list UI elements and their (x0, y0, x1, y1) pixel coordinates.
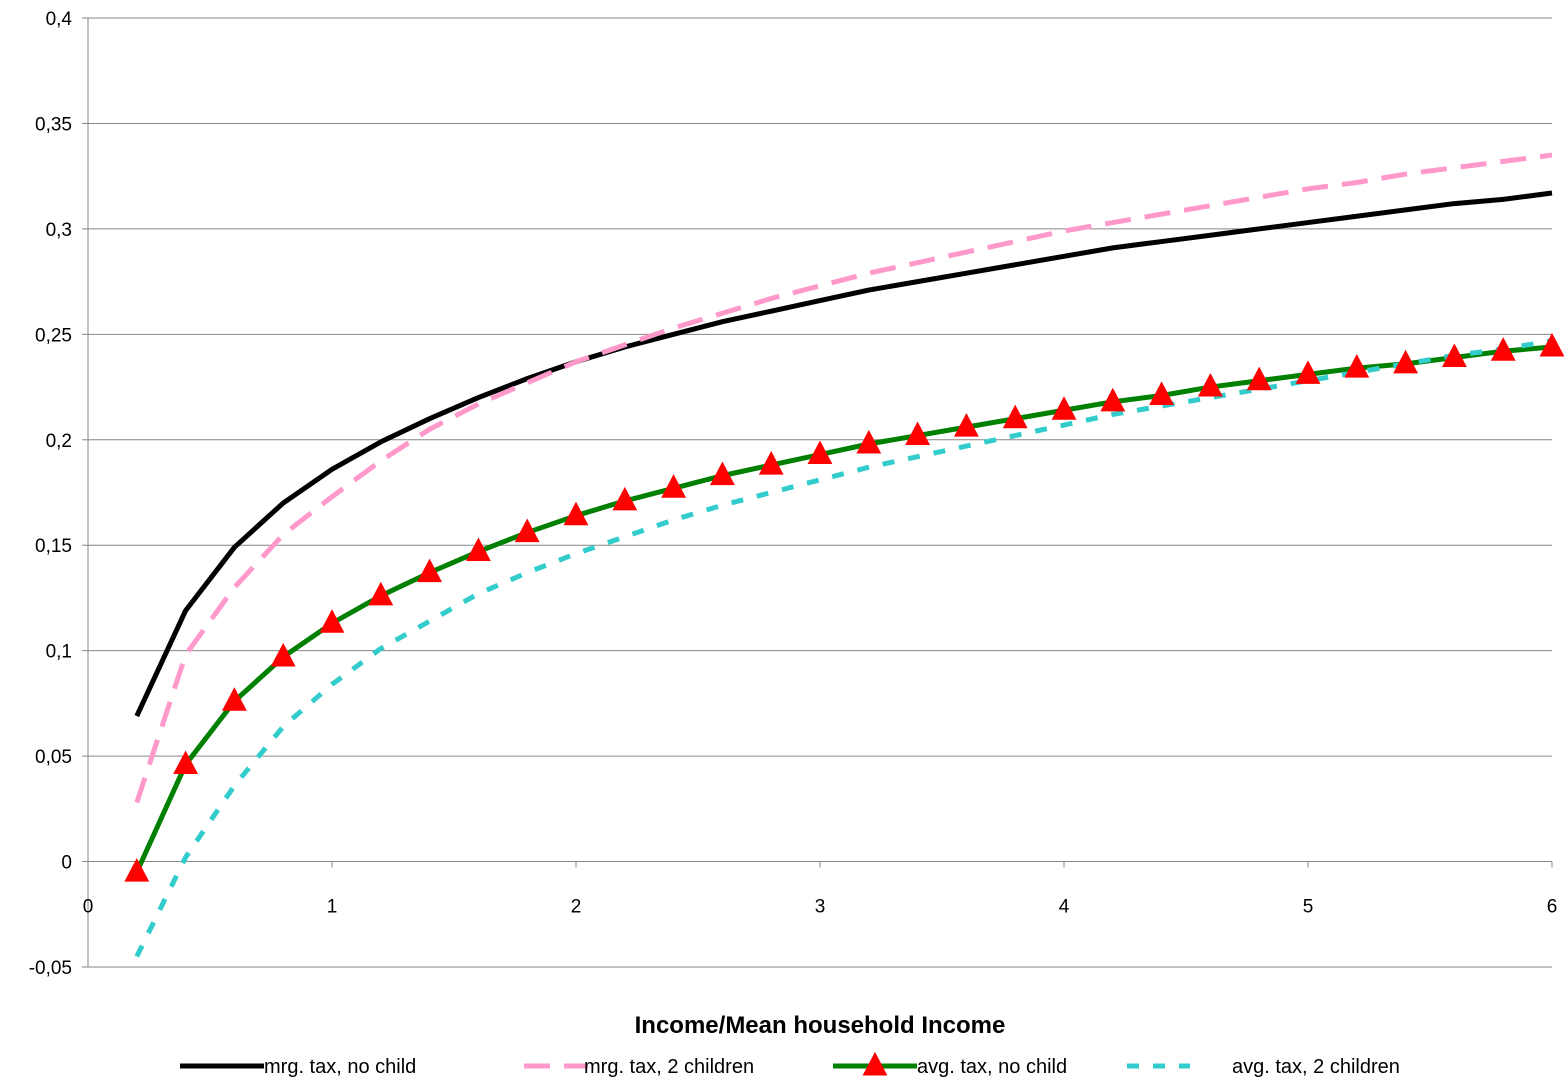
y-tick-label: 0 (61, 853, 72, 874)
series-marker-triangle (1393, 349, 1419, 374)
series-marker-triangle (1490, 337, 1516, 361)
series-marker-triangle (465, 537, 491, 562)
series-marker-triangle (1051, 396, 1077, 420)
series-marker-triangle (856, 429, 882, 454)
series-line-4 (134, 338, 1553, 958)
series-marker-triangle (270, 642, 296, 667)
legend-label-3: avg. tax, no child (917, 1056, 1067, 1078)
series-marker-triangle (417, 558, 443, 583)
series-line-1 (134, 190, 1553, 718)
y-tick-label: 0,2 (46, 431, 72, 452)
series-marker-triangle (758, 451, 784, 475)
series-marker-triangle (661, 474, 687, 498)
x-tick-label: 4 (1059, 897, 1070, 918)
series-marker-triangle (1002, 404, 1028, 429)
series-markers (124, 332, 1564, 882)
legend-label-2: mrg. tax, 2 children (584, 1056, 754, 1078)
series-marker-triangle (953, 413, 979, 437)
series-marker-triangle (221, 687, 247, 711)
y-tick-label: 0,3 (46, 220, 72, 241)
series-marker-triangle (1344, 354, 1370, 378)
series-marker-triangle (1100, 387, 1126, 412)
series-lines (134, 152, 1553, 958)
y-tick-label: -0,05 (29, 958, 72, 979)
series-marker-triangle (1441, 343, 1467, 368)
y-tick-label: 0,15 (35, 536, 72, 557)
series-marker-triangle (173, 750, 199, 775)
x-axis-title: Income/Mean household Income (635, 1012, 1006, 1039)
legend-label-4: avg. tax, 2 children (1232, 1056, 1400, 1078)
series-marker-triangle (862, 1051, 888, 1076)
series-marker-triangle (1197, 372, 1223, 397)
series-marker-triangle (905, 421, 931, 446)
x-tick-label: 0 (83, 897, 94, 918)
x-tick-label: 3 (815, 897, 826, 918)
series-marker-triangle (612, 486, 638, 511)
series-line-3 (134, 344, 1553, 874)
y-tick-label: 0,35 (35, 114, 72, 135)
series-marker-triangle (124, 858, 150, 882)
y-tick-label: 0,25 (35, 325, 72, 346)
x-tick-label: 5 (1303, 897, 1314, 918)
series-marker-triangle (709, 461, 735, 486)
y-tick-label: 0,1 (46, 642, 72, 663)
y-tick-label: 0,4 (46, 9, 73, 30)
series-marker-triangle (563, 501, 589, 526)
legend-label-1: mrg. tax, no child (264, 1056, 416, 1078)
series-marker-triangle (1539, 332, 1564, 357)
series-marker-triangle (807, 440, 833, 465)
series-marker-triangle (319, 609, 345, 633)
series-marker-triangle (1246, 366, 1272, 391)
series-marker-triangle (368, 581, 394, 606)
y-tick-label: 0,05 (35, 747, 72, 768)
series-line-2 (134, 152, 1553, 804)
tick-labels: -0,05 0 0,05 0,1 0,15 0,2 0,25 0,3 0,35 0,4 0 1 2 3 4 5… (29, 9, 1558, 979)
gridlines (88, 17, 1552, 968)
legend: mrg. tax, no child mrg. tax, 2 children av… (180, 1051, 1400, 1078)
x-tick-label: 6 (1547, 897, 1558, 918)
series-marker-triangle (1295, 360, 1321, 384)
axes (82, 17, 1553, 968)
series-marker-triangle (514, 518, 540, 543)
series-marker-triangle (1149, 381, 1175, 405)
x-tick-label: 2 (571, 897, 582, 918)
x-tick-label: 1 (327, 897, 338, 918)
